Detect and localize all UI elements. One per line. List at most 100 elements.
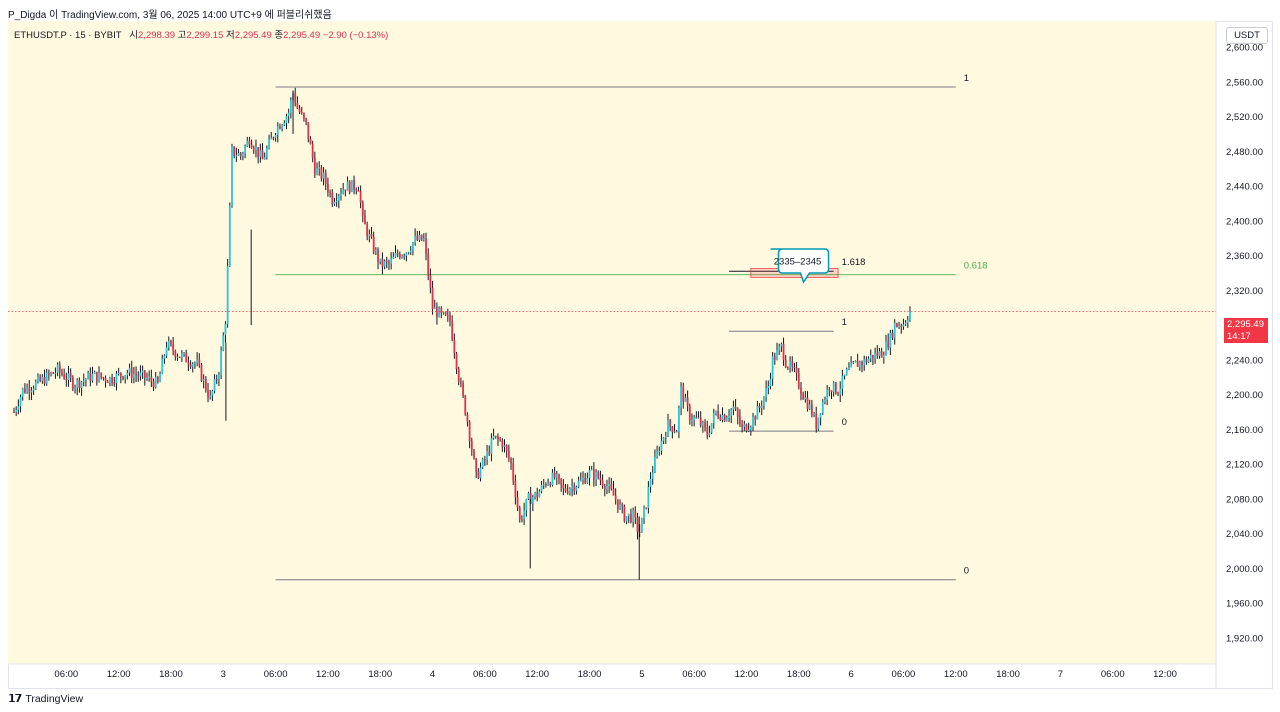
candle-up — [852, 362, 855, 364]
candle-down — [449, 315, 451, 322]
candle-up — [693, 416, 696, 421]
candle-down — [529, 493, 532, 504]
candle-up — [196, 359, 199, 364]
candle-up — [91, 373, 94, 381]
candle-down — [516, 497, 519, 508]
symbol-label[interactable]: ETHUSDT.P · 15 · BYBIT — [14, 30, 122, 41]
candle-up — [128, 367, 131, 373]
candle-up — [765, 388, 767, 397]
candlestick-chart[interactable]: 1,920.00 1,960.00 2,000.00 2,040.00 2,080.00… — [8, 21, 1273, 689]
candle-down — [381, 258, 384, 267]
candle-down — [130, 367, 133, 378]
candle-down — [806, 397, 809, 410]
candle-up — [17, 406, 20, 410]
tradingview-logo[interactable]: 𝟭𝟳 TradingView — [8, 692, 83, 706]
open-label: 시 — [129, 30, 139, 41]
time-tick-label: 18:00 — [996, 669, 1020, 680]
candle-down — [331, 192, 334, 205]
candle-up — [878, 351, 881, 356]
candle-up — [422, 238, 425, 241]
time-tick-label: 12:00 — [525, 669, 549, 680]
candle-up — [342, 189, 345, 194]
candle-down — [207, 390, 209, 398]
candle-up — [824, 399, 826, 403]
candle-down — [688, 405, 691, 421]
candle-up — [527, 493, 530, 500]
candle-up — [728, 415, 730, 418]
currency-button[interactable]: USDT — [1226, 27, 1268, 44]
candle-up — [909, 311, 911, 320]
candle-down — [599, 477, 602, 481]
candle-down — [512, 463, 515, 481]
candle-down — [739, 416, 741, 425]
candle-down — [100, 372, 103, 378]
candle-up — [176, 356, 179, 358]
time-axis-labels: 06:00 12:00 18:00 3 06:00 12:00 18:00 4 06:00 12:… — [54, 669, 1177, 680]
time-tick-label: 5 — [639, 669, 644, 680]
candle-down — [457, 369, 460, 382]
annotations: 2335–2345 — [8, 248, 1216, 313]
candle-down — [111, 377, 113, 383]
candle-down — [723, 414, 726, 422]
candle-down — [444, 312, 447, 315]
candle-up — [244, 146, 246, 154]
fib-level-label: 1 — [842, 317, 847, 328]
candle-down — [494, 435, 497, 437]
candle-up — [283, 122, 286, 126]
candle-up — [231, 146, 233, 206]
candle-up — [752, 416, 754, 428]
candle-down — [610, 483, 613, 489]
candle-down — [521, 519, 523, 521]
candle-down — [170, 341, 172, 344]
candle-up — [226, 266, 229, 325]
candle-up — [54, 372, 57, 374]
tradingview-mark-icon: 𝟭𝟳 — [8, 693, 22, 705]
candle-up — [664, 436, 667, 438]
candle-up — [804, 397, 807, 400]
candle-up — [749, 427, 752, 430]
candle-down — [791, 361, 794, 368]
candle-down — [636, 517, 639, 532]
candle-down — [313, 157, 316, 175]
candle-down — [592, 469, 595, 480]
candle-up — [270, 137, 273, 140]
candle-up — [789, 361, 791, 368]
candle-down — [39, 376, 42, 382]
candle-down — [488, 451, 491, 454]
price-tick-label: 2,480.00 — [1226, 147, 1263, 158]
candle-up — [281, 125, 284, 129]
candle-down — [355, 189, 358, 191]
candle-down — [152, 381, 155, 388]
candle-up — [869, 355, 872, 359]
candle-down — [250, 144, 253, 148]
candle-down — [200, 364, 203, 381]
price-tick-label: 2,440.00 — [1226, 182, 1263, 193]
candle-up — [579, 479, 582, 481]
candle-down — [143, 370, 146, 378]
candle-up — [555, 474, 558, 478]
candle-up — [571, 485, 573, 489]
candle-down — [135, 374, 137, 376]
candle-up — [318, 167, 321, 169]
time-tick-label: 18:00 — [787, 669, 811, 680]
candle-up — [569, 488, 571, 493]
candle-up — [392, 256, 395, 259]
candle-up — [438, 308, 440, 318]
candle-up — [50, 372, 52, 375]
close-label: 종 — [274, 30, 284, 41]
ohlc-legend: ETHUSDT.P · 15 · BYBIT 시2,298.39 고2,299.… — [14, 27, 388, 41]
candle-up — [660, 440, 663, 452]
candle-down — [717, 410, 720, 417]
candle-down — [612, 488, 615, 496]
candle-up — [756, 406, 759, 420]
candle-up — [213, 379, 216, 391]
candle-down — [468, 421, 471, 441]
candle-down — [706, 427, 709, 436]
candle-up — [82, 380, 85, 382]
time-tick-label: 4 — [430, 669, 435, 680]
candle-up — [351, 180, 353, 192]
candle-up — [220, 350, 222, 375]
candle-down — [736, 409, 739, 417]
candle-down — [122, 376, 124, 379]
candle-down — [507, 450, 510, 459]
